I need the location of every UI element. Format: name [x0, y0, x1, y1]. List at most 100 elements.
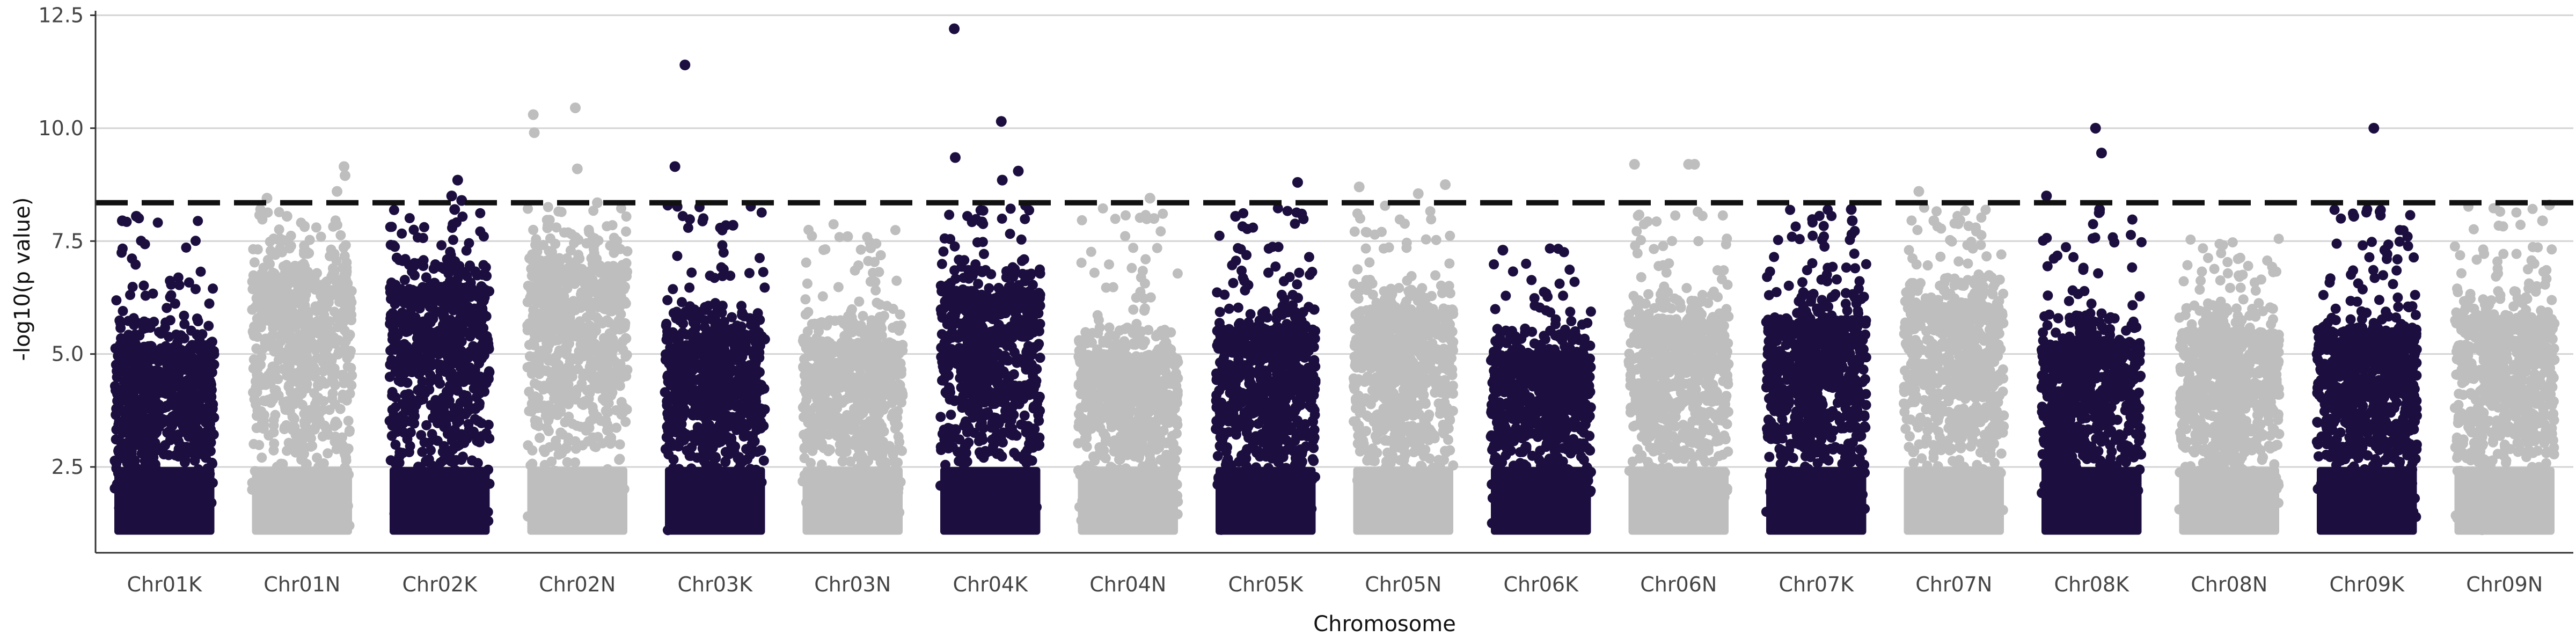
snp-point: [878, 514, 889, 525]
snp-point: [333, 501, 343, 511]
snp-point: [248, 363, 259, 374]
snp-point: [858, 408, 868, 419]
snp-point: [254, 495, 265, 506]
snp-point: [453, 404, 464, 414]
snp-point: [340, 267, 351, 278]
snp-point: [297, 303, 308, 314]
snp-point: [299, 261, 310, 272]
snp-point: [736, 301, 747, 311]
snp-point: [409, 418, 420, 429]
snp-point: [831, 420, 842, 431]
snp-point: [686, 408, 697, 419]
snp-point: [200, 475, 210, 486]
snp-point: [255, 515, 266, 525]
snp-point: [708, 367, 719, 377]
snp-point: [248, 438, 259, 449]
snp-point: [268, 427, 279, 438]
snp-point: [880, 459, 891, 470]
snp-point: [731, 320, 742, 331]
snp-point: [845, 391, 856, 402]
snp-point: [745, 513, 756, 523]
snp-point: [128, 485, 139, 495]
snp-point: [807, 369, 817, 379]
snp-point: [437, 447, 448, 457]
snp-point: [1031, 502, 1042, 513]
snp-point: [672, 467, 683, 478]
snp-point: [482, 507, 493, 517]
snp-point: [152, 445, 163, 456]
snp-point: [386, 222, 397, 232]
snp-point: [286, 318, 297, 329]
snp-point: [531, 234, 541, 245]
snp-point: [675, 515, 685, 525]
snp-point: [484, 478, 495, 489]
snp-point: [463, 484, 474, 494]
snp-point: [125, 425, 135, 436]
snp-point: [329, 248, 340, 259]
snp-point: [530, 391, 540, 402]
snp-point: [612, 236, 623, 246]
snp-point: [557, 381, 567, 392]
snp-point: [672, 251, 683, 261]
snp-point: [307, 359, 318, 370]
snp-point: [419, 437, 430, 448]
snp-point: [140, 290, 151, 301]
snp-point: [805, 433, 816, 444]
snp-point: [661, 432, 672, 443]
snp-point: [671, 427, 682, 437]
snp-point: [621, 226, 631, 237]
snp-point: [716, 308, 727, 318]
snp-point: [272, 462, 282, 472]
snp-point: [337, 440, 348, 450]
snp-point: [739, 311, 750, 321]
snp-point: [681, 340, 692, 350]
snp-point: [258, 275, 269, 286]
snp-point: [810, 488, 821, 499]
snp-point: [689, 304, 700, 315]
snp-point: [300, 286, 311, 296]
snp-point: [721, 410, 732, 421]
snp-point: [526, 365, 537, 376]
snp-point: [388, 240, 399, 251]
snp-point: [397, 228, 407, 239]
snp-point: [206, 497, 217, 508]
snp-point: [137, 372, 148, 383]
snp-point: [733, 411, 743, 422]
snp-point: [666, 393, 677, 404]
snp-point: [457, 211, 468, 222]
snp-point: [208, 283, 218, 294]
snp-point: [417, 447, 428, 457]
snp-point: [122, 410, 133, 421]
snp-point: [879, 360, 890, 370]
snp-point: [605, 438, 616, 449]
snp-point: [841, 409, 852, 420]
snp-point: [619, 484, 630, 494]
snp-point: [589, 233, 600, 244]
snp-point: [543, 202, 553, 213]
snp-point: [836, 338, 847, 348]
snp-point: [894, 507, 905, 518]
snp-point: [299, 408, 310, 419]
snp-point: [409, 258, 420, 268]
snp-point: [281, 362, 292, 373]
snp-point: [590, 259, 601, 270]
snp-point: [247, 478, 258, 488]
snp-point: [440, 417, 450, 428]
snp-point: [720, 456, 731, 467]
snp-point: [842, 365, 853, 376]
snp-point: [751, 425, 762, 435]
snp-point: [532, 416, 543, 427]
snp-point: [258, 343, 268, 354]
snp-point: [454, 261, 465, 272]
snp-point: [467, 455, 478, 466]
snp-point: [273, 341, 283, 352]
snp-point: [840, 484, 851, 495]
snp-point: [718, 504, 728, 515]
snp-point: [879, 311, 889, 321]
snp-point: [895, 309, 905, 320]
snp-point: [558, 510, 569, 521]
snp-point: [718, 466, 729, 477]
snp-point: [249, 257, 260, 268]
snp-point: [293, 276, 304, 287]
